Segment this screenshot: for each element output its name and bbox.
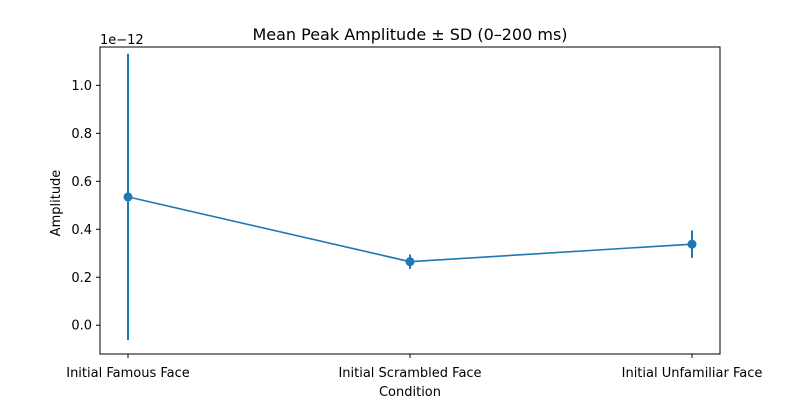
y-axis-label: Amplitude xyxy=(49,170,64,237)
y-tick-label: 0.2 xyxy=(71,271,92,286)
data-point xyxy=(405,257,415,267)
x-tick-label: Initial Scrambled Face xyxy=(338,366,481,381)
x-axis-label: Condition xyxy=(379,385,441,400)
data-point xyxy=(687,239,697,249)
x-tick-label: Initial Unfamiliar Face xyxy=(622,366,763,381)
data-point xyxy=(123,192,133,202)
y-tick-label: 1.0 xyxy=(71,79,92,94)
y-axis-offset-text: 1e−12 xyxy=(100,33,144,48)
y-tick-label: 0.4 xyxy=(71,223,92,238)
x-tick-label: Initial Famous Face xyxy=(66,366,190,381)
y-tick-label: 0.0 xyxy=(71,319,92,334)
plot-area xyxy=(123,53,697,341)
y-tick-label: 0.8 xyxy=(71,127,92,142)
chart-title: Mean Peak Amplitude ± SD (0–200 ms) xyxy=(252,25,567,44)
y-tick-label: 0.6 xyxy=(71,175,92,190)
